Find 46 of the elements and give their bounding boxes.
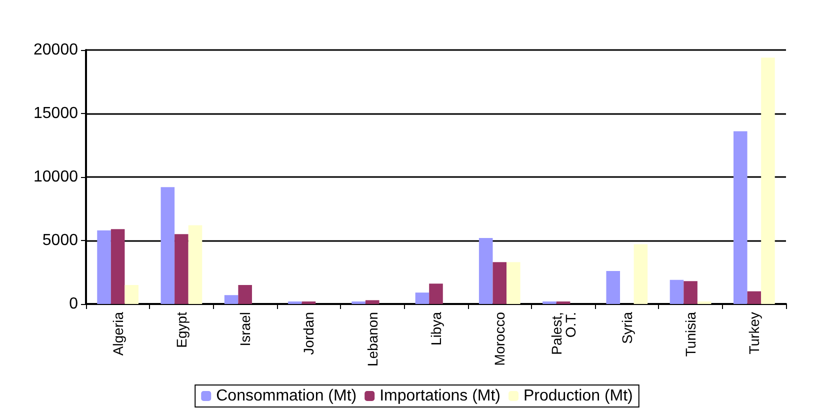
y-tick-label: 0 [69,296,78,312]
bar [478,238,493,304]
bar [188,225,202,304]
bar [761,58,775,304]
x-tick-label: Israel [237,312,254,346]
bar [288,301,302,304]
x-tick-label: Morocco [492,312,508,366]
bar [429,284,443,304]
bar [415,292,430,304]
bar [506,262,520,304]
x-tick-label: Palest, O.T. [548,312,578,355]
x-tick-label: Egypt [173,312,190,348]
bar [124,284,138,304]
x-tick-label: Turkey [746,312,762,354]
x-tick-label: Libya [428,312,444,346]
legend-label: Importations (Mt) [380,388,501,404]
x-tick-label: Tunisia [682,312,699,357]
y-tick-label: 10000 [34,168,78,186]
bar [224,295,238,304]
bar [542,301,556,304]
x-tick-label: Algeria [110,312,126,356]
bar [97,230,111,304]
bar [606,270,620,304]
bar [670,280,684,304]
bar [684,281,698,304]
y-tick-label: 15000 [34,105,78,122]
legend-label: Consommation (Mt) [216,388,357,404]
bar [556,301,570,304]
bar [734,131,748,304]
bar [634,244,648,304]
x-tick-label: Lebanon [364,312,380,367]
bar [302,301,316,304]
bar [747,291,762,304]
y-tick-label: 5000 [42,232,78,249]
bar [160,187,175,304]
bar [697,301,712,304]
legend-label: Production (Mt) [524,388,633,404]
bar [174,234,188,304]
bar [110,229,125,304]
bar [238,284,252,304]
bar [365,300,380,304]
x-tick-label: Jordan [300,312,317,355]
y-tick-label: 20000 [34,42,78,58]
bar [492,262,507,304]
bar [352,301,366,304]
x-tick-label: Syria [618,312,635,344]
